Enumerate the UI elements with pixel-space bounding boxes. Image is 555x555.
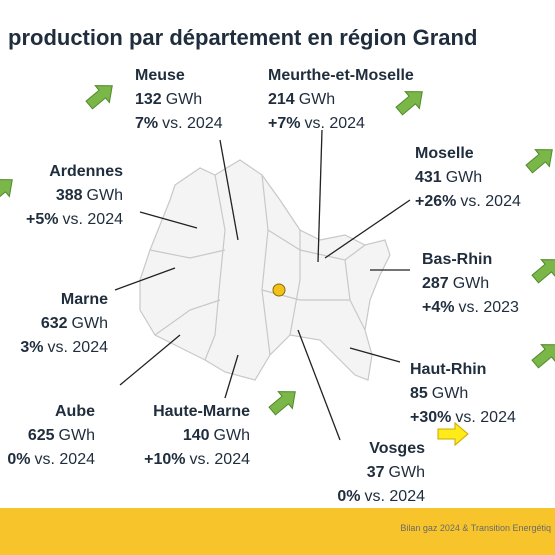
change-value: 0% (337, 488, 360, 505)
production-unit: GWh (166, 91, 202, 108)
department-name: Meuse (135, 67, 185, 84)
department-name: Bas-Rhin (422, 251, 492, 268)
change-value: +4% (422, 299, 454, 316)
department-name: Moselle (415, 145, 474, 162)
production-value: 37 (367, 464, 385, 481)
department-name: Haut-Rhin (410, 361, 486, 378)
department-name: Marne (61, 291, 108, 308)
change-value: 3% (20, 339, 43, 356)
production-value: 431 (415, 169, 442, 186)
production-value: 632 (41, 315, 68, 332)
change-reference: vs. 2024 (63, 211, 124, 228)
production: 214 GWh (268, 91, 335, 108)
production: 85 GWh (410, 385, 468, 402)
production-unit: GWh (214, 427, 250, 444)
production-value: 140 (183, 427, 210, 444)
department-label: Marne 632 GWh 3% vs. 2024 (20, 291, 108, 356)
region-map (139, 159, 391, 381)
department-label: Ardennes 388 GWh +5% vs. 2024 (26, 163, 123, 228)
production: 287 GWh (422, 275, 489, 292)
production-unit: GWh (87, 187, 123, 204)
change: +30% vs. 2024 (410, 409, 516, 426)
production-unit: GWh (389, 464, 425, 481)
production-unit: GWh (453, 275, 489, 292)
production-value: 132 (135, 91, 162, 108)
production-unit: GWh (72, 315, 108, 332)
production: 388 GWh (56, 187, 123, 204)
production-unit: GWh (59, 427, 95, 444)
production-unit: GWh (446, 169, 482, 186)
department-label: Haute-Marne 140 GWh +10% vs. 2024 (144, 403, 250, 468)
department-label: Meuse 132 GWh 7% vs. 2024 (135, 67, 223, 132)
change-reference: vs. 2024 (190, 451, 251, 468)
production: 37 GWh (367, 464, 425, 481)
change: +5% vs. 2024 (26, 211, 123, 228)
department-name: Meurthe-et-Moselle (268, 67, 414, 84)
change-reference: vs. 2024 (35, 451, 96, 468)
change-value: +10% (144, 451, 185, 468)
footer: Bilan gaz 2024 & Transition Energétiq (400, 523, 551, 533)
department-label: Moselle 431 GWh +26% vs. 2024 (415, 145, 521, 210)
production-value: 287 (422, 275, 449, 292)
department-label: Vosges 37 GWh 0% vs. 2024 (337, 440, 425, 505)
change-reference: vs. 2023 (458, 299, 519, 316)
production: 132 GWh (135, 91, 202, 108)
change-reference: vs. 2024 (162, 115, 223, 132)
production-value: 388 (56, 187, 83, 204)
title: production par département en région Gra… (8, 25, 477, 50)
change-value: 0% (7, 451, 30, 468)
change-value: +26% (415, 193, 456, 210)
footer-band (0, 508, 555, 555)
production-value: 625 (28, 427, 55, 444)
change: +26% vs. 2024 (415, 193, 521, 210)
change-reference: vs. 2024 (460, 193, 521, 210)
location-dot (272, 283, 286, 297)
department-label: Meurthe-et-Moselle 214 GWh +7% vs. 2024 (268, 67, 414, 132)
change-value: +7% (268, 115, 300, 132)
change: 3% vs. 2024 (20, 339, 108, 356)
production: 140 GWh (183, 427, 250, 444)
change: +4% vs. 2023 (422, 299, 519, 316)
trend-arrow-flat (437, 422, 469, 446)
leader-lines (114, 129, 411, 441)
change: +10% vs. 2024 (144, 451, 250, 468)
production-unit: GWh (432, 385, 468, 402)
change-reference: vs. 2024 (48, 339, 109, 356)
change-reference: vs. 2024 (455, 409, 516, 426)
department-name: Vosges (369, 440, 425, 457)
change-reference: vs. 2024 (365, 488, 426, 505)
change: 0% vs. 2024 (337, 488, 425, 505)
production: 431 GWh (415, 169, 482, 186)
change-value: 7% (135, 115, 158, 132)
change-value: +30% (410, 409, 451, 426)
production: 632 GWh (41, 315, 108, 332)
department-label: Bas-Rhin 287 GWh +4% vs. 2023 (422, 251, 519, 316)
production: 625 GWh (28, 427, 95, 444)
department-name: Aube (55, 403, 95, 420)
change: 0% vs. 2024 (7, 451, 95, 468)
production-value: 85 (410, 385, 428, 402)
change: +7% vs. 2024 (268, 115, 365, 132)
department-name: Ardennes (49, 163, 123, 180)
change: 7% vs. 2024 (135, 115, 223, 132)
change-reference: vs. 2024 (304, 115, 365, 132)
production-unit: GWh (299, 91, 335, 108)
change-value: +5% (26, 211, 58, 228)
production-value: 214 (268, 91, 295, 108)
department-label: Haut-Rhin 85 GWh +30% vs. 2024 (410, 361, 516, 426)
department-name: Haute-Marne (153, 403, 250, 420)
